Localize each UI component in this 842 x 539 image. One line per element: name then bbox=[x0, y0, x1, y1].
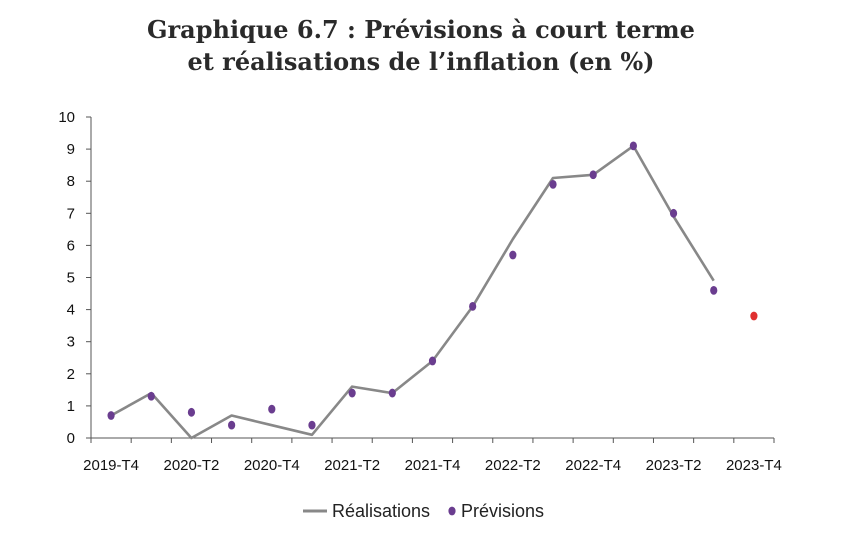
y-tick-label: 2 bbox=[67, 366, 75, 383]
y-tick-label: 5 bbox=[67, 270, 75, 287]
chart-plot-area bbox=[107, 141, 758, 440]
forecast-point bbox=[669, 208, 678, 218]
y-tick-label: 0 bbox=[67, 430, 75, 447]
forecast-point bbox=[629, 141, 637, 151]
forecast-point bbox=[107, 411, 115, 420]
forecast-point bbox=[469, 301, 477, 311]
forecast-point bbox=[308, 420, 316, 430]
legend-dot-swatch bbox=[448, 506, 456, 516]
forecast-point bbox=[187, 407, 196, 417]
x-tick-label: 2021-T2 bbox=[324, 457, 380, 474]
chart-legend: Réalisations Prévisions bbox=[303, 501, 544, 521]
forecast-point bbox=[589, 170, 597, 180]
y-tick-label: 7 bbox=[67, 205, 75, 222]
x-tick-label: 2020-T2 bbox=[164, 457, 220, 474]
y-tick-label: 8 bbox=[67, 173, 75, 190]
chart-title-line-1: Graphique 6.7 : Prévisions à court terme bbox=[147, 15, 695, 44]
forecast-point bbox=[147, 391, 155, 401]
forecast-point bbox=[549, 180, 557, 189]
y-tick-label: 3 bbox=[67, 334, 75, 351]
x-tick-label: 2023-T4 bbox=[726, 457, 782, 474]
series-line-realisations bbox=[110, 144, 715, 440]
legend-label-previsions: Prévisions bbox=[461, 501, 544, 521]
y-tick-label: 10 bbox=[58, 109, 75, 126]
forecast-point bbox=[228, 420, 236, 430]
y-tick-label: 9 bbox=[67, 141, 75, 158]
forecast-point bbox=[348, 388, 356, 398]
forecast-point bbox=[388, 388, 396, 398]
forecast-point bbox=[710, 285, 718, 295]
x-tick-label: 2023-T2 bbox=[646, 457, 702, 474]
legend-label-realisations: Réalisations bbox=[332, 501, 430, 521]
chart-title-line-2: et réalisations de l’inflation (en %) bbox=[187, 47, 655, 76]
forecast-point bbox=[268, 404, 276, 414]
forecast-point bbox=[509, 250, 517, 260]
chart-axes: 0 1 2 3 4 5 6 7 8 9 10 2019-T4 2020-T2 2020-T4 2021-T2… bbox=[58, 109, 782, 474]
y-tick-label: 6 bbox=[67, 237, 75, 254]
chart-title: Graphique 6.7 : Prévisions à court terme… bbox=[0, 14, 842, 78]
forecast-point bbox=[428, 356, 437, 366]
x-tick-label: 2022-T2 bbox=[485, 457, 541, 474]
x-tick-label: 2020-T4 bbox=[244, 457, 300, 474]
y-tick-label: 1 bbox=[67, 398, 75, 415]
x-tick-label: 2019-T4 bbox=[83, 457, 139, 474]
y-tick-label: 4 bbox=[67, 302, 75, 319]
x-tick-label: 2021-T4 bbox=[405, 457, 461, 474]
x-tick-label: 2022-T4 bbox=[565, 457, 621, 474]
forecast-point-latest bbox=[750, 311, 758, 321]
